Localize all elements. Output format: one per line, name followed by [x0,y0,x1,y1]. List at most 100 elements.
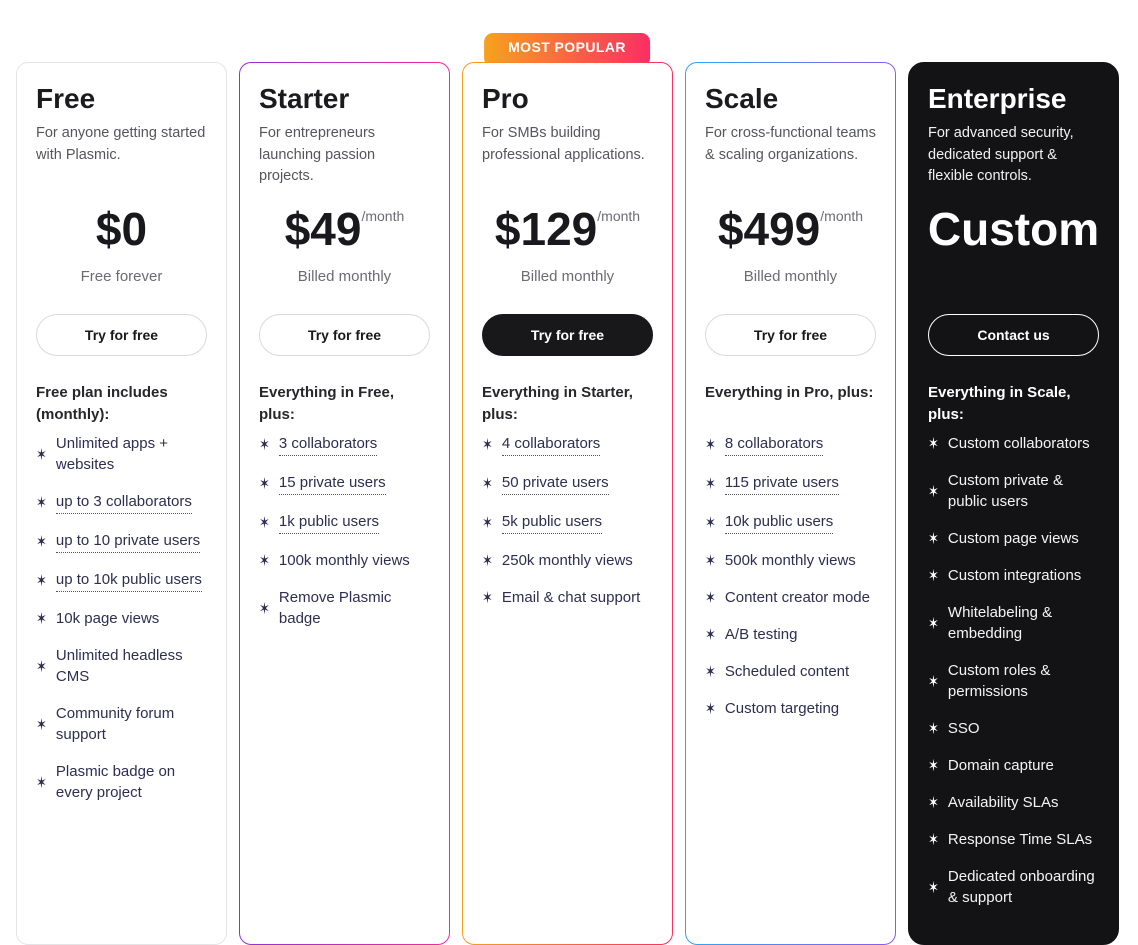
sparkle-icon: ✶ [36,571,47,591]
sparkle-icon: ✶ [36,532,47,552]
feature-item: ✶ SSO [928,718,1099,739]
plan-card-starter: Starter For entrepreneurs launching pass… [239,62,450,945]
feature-label: 500k monthly views [724,552,856,570]
sparkle-icon: ✶ [928,566,939,586]
sparkle-icon: ✶ [259,551,270,571]
feature-label: Custom page views [947,530,1079,548]
feature-item: ✶ Unlimited apps + websites [36,433,207,475]
feature-list: ✶ Custom collaborators ✶ Custom private … [928,433,1099,924]
sparkle-icon: ✶ [705,662,716,682]
feature-item: ✶ 10k page views [36,608,207,629]
sparkle-icon: ✶ [928,613,939,633]
sparkle-icon: ✶ [705,513,716,533]
sparkle-icon: ✶ [705,474,716,494]
sparkle-icon: ✶ [482,513,493,533]
cta-button[interactable]: Try for free [705,314,876,357]
billing-note: Billed monthly [297,268,392,286]
sparkle-icon: ✶ [36,493,47,513]
feature-label[interactable]: 8 collaborators [724,433,824,457]
sparkle-icon: ✶ [928,793,939,813]
plan-price: $499 /month [705,204,876,262]
feature-label[interactable]: 50 private users [501,472,609,496]
sparkle-icon: ✶ [259,474,270,494]
plan-name: Pro [482,83,529,114]
feature-label: A/B testing [724,626,798,644]
feature-item: ✶ 3 collaborators [259,433,430,457]
feature-item: ✶ Custom private & public users [928,470,1099,512]
sparkle-icon: ✶ [36,444,47,464]
feature-item: ✶ Content creator mode [705,587,876,608]
feature-item: ✶ 8 collaborators [705,433,876,457]
feature-label: 250k monthly views [501,552,633,570]
pricing-cards: Free For anyone getting started with Pla… [16,62,1119,945]
feature-item: ✶ Custom integrations [928,565,1099,586]
plan-name: Scale [705,83,779,114]
sparkle-icon: ✶ [482,551,493,571]
cta-button[interactable]: Try for free [482,314,653,357]
feature-label: Remove Plasmic badge [278,589,392,628]
price-value: Custom [927,203,1100,256]
sparkle-icon: ✶ [705,588,716,608]
sparkle-icon: ✶ [259,435,270,455]
feature-label: Whitelabeling & embedding [947,604,1053,643]
feature-label[interactable]: 1k public users [278,511,379,535]
price-suffix: /month [597,208,641,225]
sparkle-icon: ✶ [928,719,939,739]
feature-label[interactable]: 3 collaborators [278,433,378,457]
feature-item: ✶ Availability SLAs [928,792,1099,813]
price-value: $49 [284,203,362,256]
feature-item: ✶ Remove Plasmic badge [259,587,430,629]
plan-card-scale: Scale For cross-functional teams & scali… [685,62,896,945]
feature-item: ✶ A/B testing [705,624,876,645]
sparkle-icon: ✶ [928,671,939,691]
cta-button[interactable]: Try for free [36,314,207,357]
feature-list: ✶ 8 collaborators ✶ 115 private users ✶ … [705,433,876,735]
feature-list: ✶ 3 collaborators ✶ 15 private users ✶ 1… [259,433,430,645]
feature-label[interactable]: 15 private users [278,472,386,496]
sparkle-icon: ✶ [705,699,716,719]
plan-price: $49 /month [259,204,430,262]
sparkle-icon: ✶ [482,588,493,608]
feature-item: ✶ Plasmic badge on every project [36,761,207,803]
feature-item: ✶ Custom collaborators [928,433,1099,454]
feature-label: Response Time SLAs [947,831,1093,849]
feature-item: ✶ 10k public users [705,511,876,535]
sparkle-icon: ✶ [928,481,939,501]
plan-price: Custom [928,204,1099,262]
feature-label[interactable]: up to 10 private users [55,530,201,554]
billing-note: Free forever [80,268,163,286]
feature-label[interactable]: 4 collaborators [501,433,601,457]
feature-label: Dedicated onboarding & support [947,868,1095,907]
feature-label: Scheduled content [724,663,850,681]
feature-item: ✶ Custom roles & permissions [928,660,1099,702]
sparkle-icon: ✶ [482,435,493,455]
price-suffix: /month [820,208,864,225]
feature-label: Custom private & public users [947,472,1063,511]
feature-label[interactable]: up to 3 collaborators [55,491,192,515]
feature-label[interactable]: up to 10k public users [55,569,202,593]
sparkle-icon: ✶ [705,625,716,645]
feature-list: ✶ Unlimited apps + websites ✶ up to 3 co… [36,433,207,819]
feature-label[interactable]: 115 private users [724,472,839,496]
sparkle-icon: ✶ [928,434,939,454]
feature-item: ✶ 1k public users [259,511,430,535]
feature-label[interactable]: 10k public users [724,511,834,535]
sparkle-icon: ✶ [928,529,939,549]
cta-button[interactable]: Contact us [928,314,1099,357]
feature-label: Domain capture [947,757,1054,775]
includes-header: Everything in Scale, plus: [928,384,1071,423]
sparkle-icon: ✶ [36,772,47,792]
billing-note: Billed monthly [743,268,838,286]
sparkle-icon: ✶ [259,598,270,618]
feature-label: Unlimited headless CMS [55,647,183,686]
plan-description: For entrepreneurs launching passion proj… [259,125,376,185]
feature-label: Plasmic badge on every project [55,763,176,802]
price-value: $0 [95,203,148,256]
feature-item: ✶ Domain capture [928,755,1099,776]
feature-label[interactable]: 5k public users [501,511,602,535]
plan-name: Starter [259,83,350,114]
cta-button[interactable]: Try for free [259,314,430,357]
feature-item: ✶ 115 private users [705,472,876,496]
includes-header: Everything in Starter, plus: [482,384,633,423]
price-suffix: /month [361,208,405,225]
